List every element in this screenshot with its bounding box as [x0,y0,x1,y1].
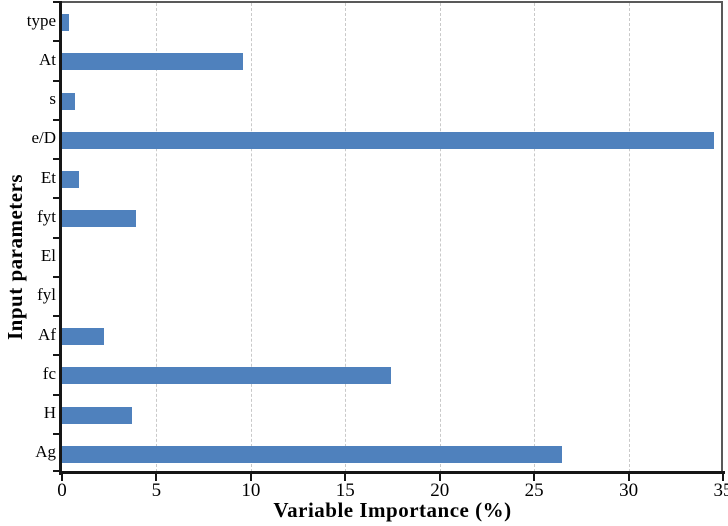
bar-Et [62,171,79,189]
y-axis-line [59,1,62,475]
x-tick-mark-10 [249,474,252,481]
category-label-fyt: fyt [37,206,56,226]
x-tick-label-0: 0 [57,480,67,501]
category-label-At: At [39,49,56,69]
category-label-H: H [43,403,56,423]
gridline-10 [250,3,252,472]
category-label-s: s [49,89,56,109]
x-tick-label-25: 25 [524,480,544,501]
x-tick-label-15: 15 [335,480,355,501]
x-tick-mark-0 [61,474,63,481]
y-tick-mark-7 [53,275,60,278]
x-tick-mark-20 [438,474,441,481]
bar-fyt [62,210,136,228]
bar-type [62,14,69,32]
category-label-type: type [26,10,56,30]
bar-s [62,92,76,110]
gridline-30 [628,3,630,472]
bar-At [62,53,244,71]
y-tick-mark-11 [53,432,60,435]
gridline-25 [534,3,536,472]
y-tick-mark-12 [53,470,60,472]
y-tick-mark-4 [53,158,60,160]
y-tick-mark-8 [53,315,60,317]
x-tick-mark-15 [344,474,347,481]
y-tick-mark-9 [53,354,60,357]
x-tick-label-20: 20 [430,480,450,501]
x-tick-mark-25 [533,474,536,481]
category-label-e/D: e/D [31,128,56,148]
bar-Af [62,328,104,346]
x-axis-line [59,471,725,474]
plot-area [62,1,723,472]
gridline-5 [156,3,158,472]
x-tick-mark-5 [155,474,158,481]
y-tick-mark-0 [53,1,60,3]
category-label-Af: Af [38,324,56,344]
gridline-15 [345,3,347,472]
category-label-Ag: Ag [35,442,56,462]
y-tick-mark-3 [53,118,60,121]
x-tick-mark-30 [627,474,630,481]
y-axis-title: Input parameters [3,173,27,340]
x-axis-title: Variable Importance (%) [273,498,512,522]
bar-Ag [62,445,563,463]
gridline-20 [439,3,441,472]
y-tick-mark-5 [53,197,60,200]
y-tick-mark-2 [53,79,60,82]
y-tick-mark-1 [53,40,60,43]
bar-e/D [62,131,714,149]
x-tick-label-5: 5 [151,480,162,501]
bar-H [62,406,132,424]
y-tick-mark-6 [53,236,60,239]
y-tick-mark-10 [53,393,60,396]
category-label-fc: fc [42,363,56,383]
x-tick-label-30: 30 [619,480,639,501]
category-label-fyl: fyl [37,285,56,305]
x-tick-label-10: 10 [241,480,261,501]
category-label-Et: Et [40,167,56,187]
x-tick-label-35: 35 [713,480,728,501]
x-tick-mark-35 [722,474,724,481]
bar-fc [62,367,391,385]
category-label-El: El [40,246,56,266]
